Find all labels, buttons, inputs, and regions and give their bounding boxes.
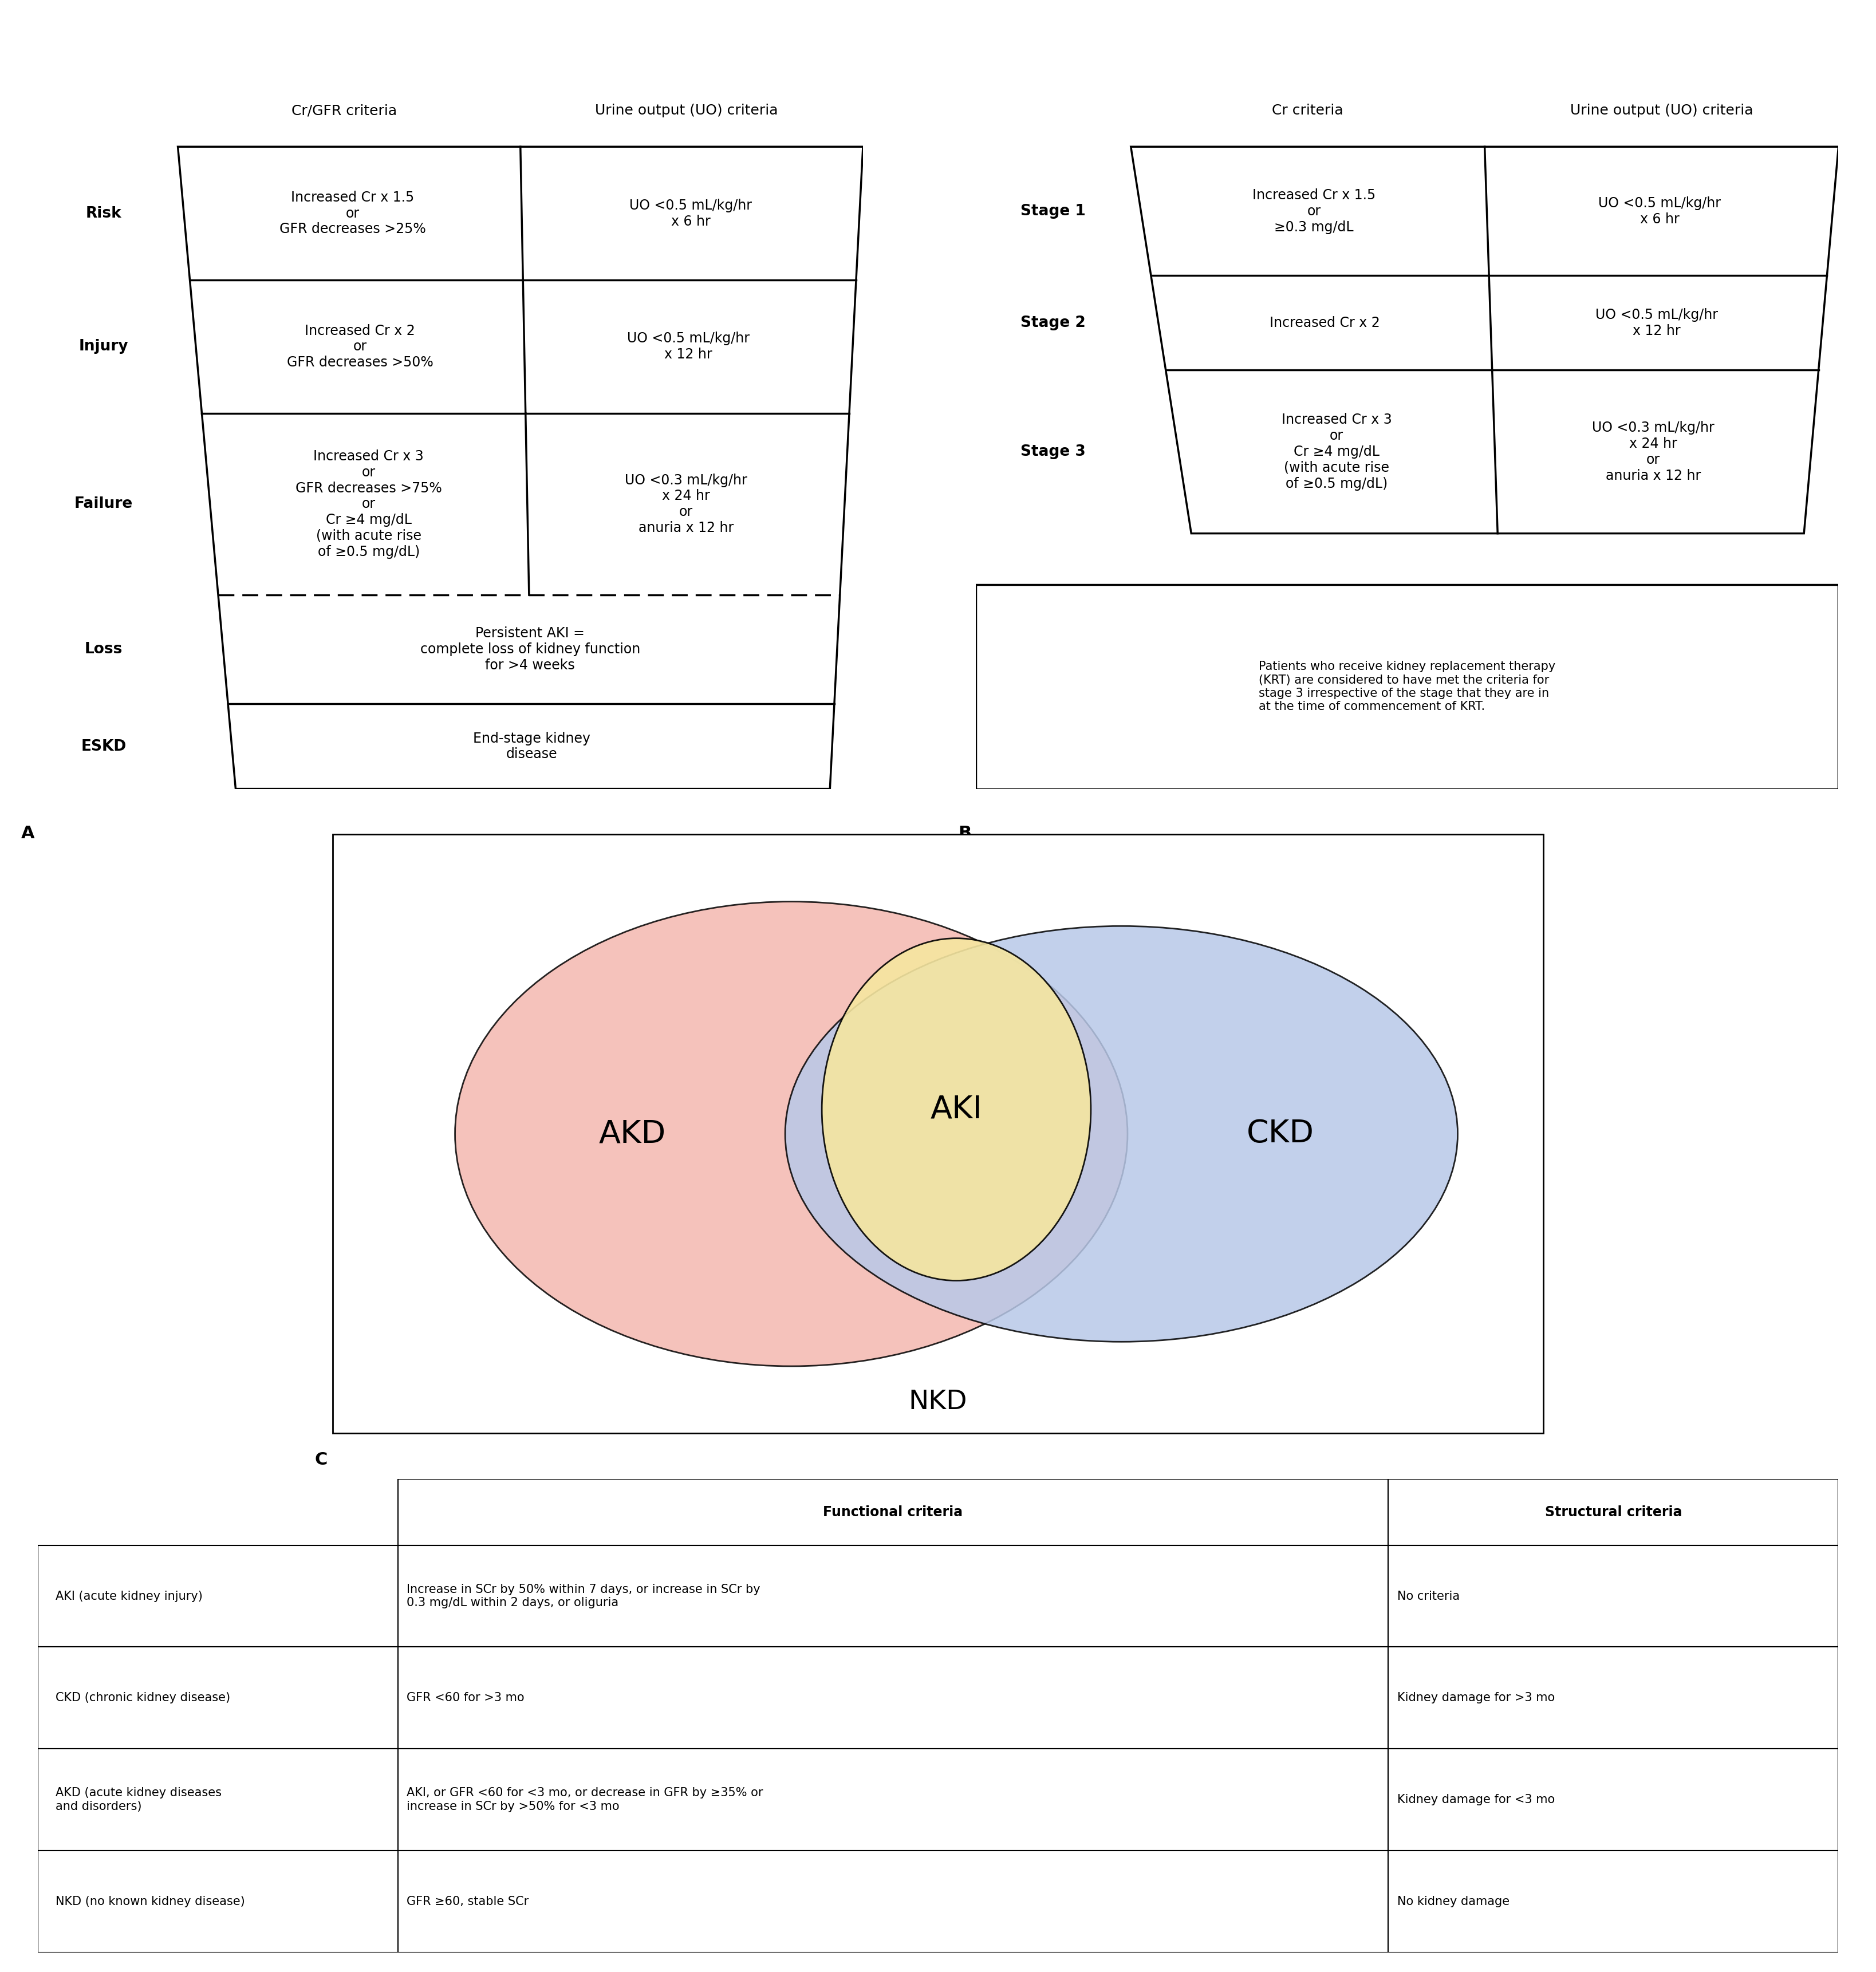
Text: AKI: AKI: [930, 1094, 983, 1124]
FancyBboxPatch shape: [398, 1850, 1388, 1952]
Text: B: B: [959, 824, 972, 842]
FancyBboxPatch shape: [398, 1546, 1388, 1647]
FancyBboxPatch shape: [1388, 1546, 1838, 1647]
Text: No kidney damage: No kidney damage: [1398, 1895, 1510, 1907]
Text: No criteria: No criteria: [1398, 1589, 1460, 1601]
FancyBboxPatch shape: [38, 1647, 398, 1749]
Text: UO <0.5 mL/kg/hr
x 6 hr: UO <0.5 mL/kg/hr x 6 hr: [628, 199, 752, 229]
Text: End-stage kidney
disease: End-stage kidney disease: [473, 732, 591, 761]
Text: Increase in SCr by 50% within 7 days, or increase in SCr by
0.3 mg/dL within 2 d: Increase in SCr by 50% within 7 days, or…: [407, 1584, 760, 1609]
Text: Urine output (UO) criteria: Urine output (UO) criteria: [595, 105, 779, 118]
Text: C: C: [315, 1451, 326, 1469]
Text: Increased Cr x 3
or
Cr ≥4 mg/dL
(with acute rise
of ≥0.5 mg/dL): Increased Cr x 3 or Cr ≥4 mg/dL (with ac…: [1281, 412, 1392, 491]
Text: Increased Cr x 3
or
GFR decreases >75%
or
Cr ≥4 mg/dL
(with acute rise
of ≥0.5 m: Increased Cr x 3 or GFR decreases >75% o…: [295, 450, 443, 558]
Text: NKD (no known kidney disease): NKD (no known kidney disease): [56, 1895, 246, 1907]
Text: UO <0.3 mL/kg/hr
x 24 hr
or
anuria x 12 hr: UO <0.3 mL/kg/hr x 24 hr or anuria x 12 …: [625, 473, 747, 534]
Text: ESKD: ESKD: [81, 740, 126, 753]
Text: Loss: Loss: [84, 643, 122, 657]
Text: Kidney damage for <3 mo: Kidney damage for <3 mo: [1398, 1795, 1555, 1806]
Text: Cr criteria: Cr criteria: [1272, 105, 1343, 118]
Text: Increased Cr x 1.5
or
GFR decreases >25%: Increased Cr x 1.5 or GFR decreases >25%: [280, 191, 426, 237]
Text: Functional criteria: Functional criteria: [824, 1505, 962, 1518]
Text: UO <0.5 mL/kg/hr
x 12 hr: UO <0.5 mL/kg/hr x 12 hr: [627, 331, 750, 361]
FancyBboxPatch shape: [976, 584, 1838, 789]
Text: Urine output (UO) criteria: Urine output (UO) criteria: [1570, 105, 1752, 118]
Text: CKD (chronic kidney disease): CKD (chronic kidney disease): [56, 1692, 231, 1704]
Ellipse shape: [786, 927, 1458, 1341]
Text: AKD (acute kidney diseases
and disorders): AKD (acute kidney diseases and disorders…: [56, 1787, 221, 1812]
FancyBboxPatch shape: [38, 1749, 398, 1850]
Text: AKI (acute kidney injury): AKI (acute kidney injury): [56, 1589, 203, 1601]
Text: Injury: Injury: [79, 339, 128, 355]
Text: UO <0.5 mL/kg/hr
x 6 hr: UO <0.5 mL/kg/hr x 6 hr: [1598, 197, 1720, 227]
FancyBboxPatch shape: [1388, 1647, 1838, 1749]
FancyBboxPatch shape: [398, 1479, 1388, 1546]
Text: Patients who receive kidney replacement therapy
(KRT) are considered to have met: Patients who receive kidney replacement …: [1259, 661, 1555, 712]
FancyBboxPatch shape: [332, 834, 1544, 1434]
FancyBboxPatch shape: [398, 1749, 1388, 1850]
Text: NKD: NKD: [908, 1390, 968, 1416]
Text: Increased Cr x 2
or
GFR decreases >50%: Increased Cr x 2 or GFR decreases >50%: [287, 323, 433, 369]
Text: UO <0.3 mL/kg/hr
x 24 hr
or
anuria x 12 hr: UO <0.3 mL/kg/hr x 24 hr or anuria x 12 …: [1593, 422, 1715, 483]
Text: Structural criteria: Structural criteria: [1544, 1505, 1683, 1518]
FancyBboxPatch shape: [38, 1546, 398, 1647]
Ellipse shape: [822, 939, 1090, 1280]
Text: Increased Cr x 1.5
or
≥0.3 mg/dL: Increased Cr x 1.5 or ≥0.3 mg/dL: [1253, 189, 1375, 235]
Text: Stage 3: Stage 3: [1021, 444, 1086, 459]
Text: Cr/GFR criteria: Cr/GFR criteria: [291, 105, 396, 118]
Text: CKD: CKD: [1246, 1118, 1315, 1150]
Text: Stage 1: Stage 1: [1021, 203, 1086, 219]
FancyBboxPatch shape: [38, 1850, 398, 1952]
Text: Stage 2: Stage 2: [1021, 316, 1086, 331]
FancyBboxPatch shape: [1388, 1479, 1838, 1546]
Text: GFR ≥60, stable SCr: GFR ≥60, stable SCr: [407, 1895, 529, 1907]
Text: Risk: Risk: [86, 205, 122, 221]
Ellipse shape: [456, 901, 1127, 1367]
Text: Increased Cr x 2: Increased Cr x 2: [1270, 316, 1379, 329]
Text: Kidney damage for >3 mo: Kidney damage for >3 mo: [1398, 1692, 1555, 1704]
Text: Persistent AKI =
complete loss of kidney function
for >4 weeks: Persistent AKI = complete loss of kidney…: [420, 627, 640, 672]
Text: Failure: Failure: [75, 497, 133, 511]
FancyBboxPatch shape: [398, 1647, 1388, 1749]
Text: UO <0.5 mL/kg/hr
x 12 hr: UO <0.5 mL/kg/hr x 12 hr: [1595, 308, 1718, 337]
Text: GFR <60 for >3 mo: GFR <60 for >3 mo: [407, 1692, 525, 1704]
Text: AKI, or GFR <60 for <3 mo, or decrease in GFR by ≥35% or
increase in SCr by >50%: AKI, or GFR <60 for <3 mo, or decrease i…: [407, 1787, 764, 1812]
Text: A: A: [21, 824, 34, 842]
Text: AKD: AKD: [598, 1118, 666, 1150]
FancyBboxPatch shape: [1388, 1850, 1838, 1952]
FancyBboxPatch shape: [1388, 1749, 1838, 1850]
